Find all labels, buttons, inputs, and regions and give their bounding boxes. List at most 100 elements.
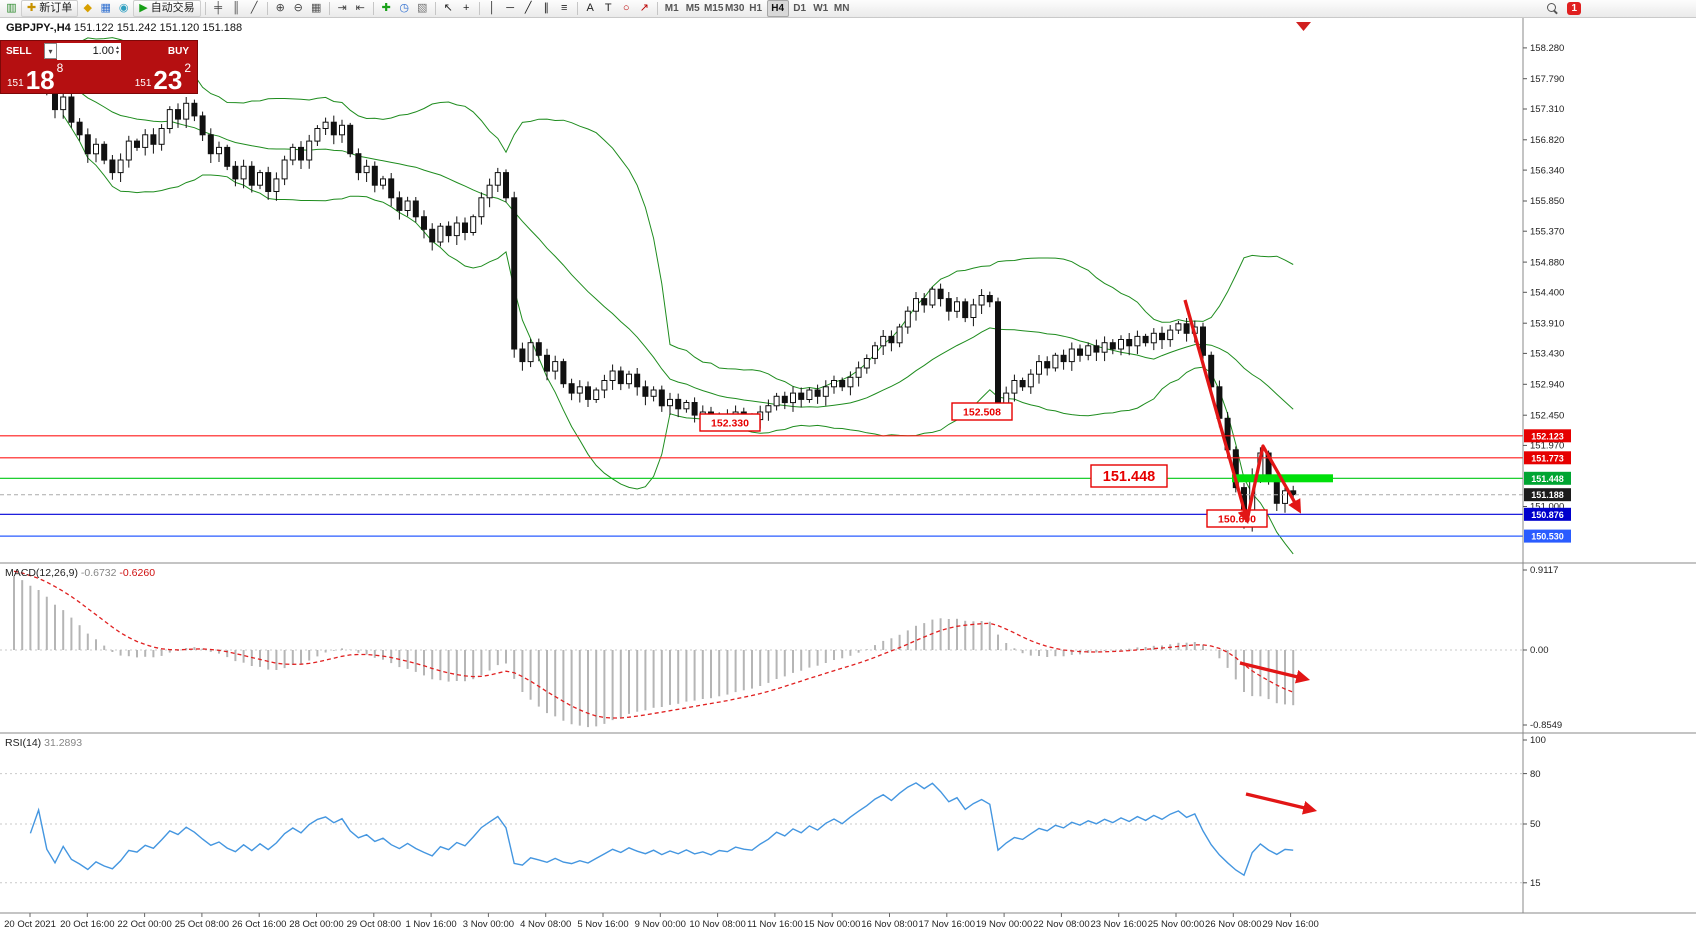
ohlc-bars-icon[interactable]: ╪	[210, 1, 227, 16]
cursor-icon: ↖	[443, 2, 453, 14]
new-order-button[interactable]: ✚ 新订单	[21, 0, 79, 17]
profiles-icon[interactable]: ◆	[79, 1, 96, 16]
zoom-out-icon: ⊖	[293, 2, 303, 14]
chart-shift-icon[interactable]: ⇤	[352, 1, 369, 16]
buy-price-prefix: 151	[134, 78, 152, 89]
price-axis[interactable]: 158.280 157.790 157.310 156.820 156.340 155.8…	[1523, 43, 1571, 543]
one-click-trading-panel: SELL ▾ 1.00 ▴ ▾ BUY 151 18 8 151 23 2	[0, 40, 198, 94]
svg-text:0.00: 0.00	[1530, 645, 1549, 656]
buy-label[interactable]: BUY	[167, 45, 189, 57]
candlestick-icon[interactable]: ║	[228, 1, 245, 16]
horizontal-level-lines[interactable]	[0, 435, 1523, 537]
svg-text:158.280: 158.280	[1530, 43, 1564, 54]
fibonacci-icon[interactable]: ≡	[556, 1, 573, 16]
tile-windows-icon: ▦	[310, 2, 322, 14]
timeframe-d1[interactable]: D1	[793, 3, 807, 14]
text-icon: A	[586, 2, 594, 14]
indicators-add-icon[interactable]: ✚	[378, 1, 395, 16]
candlesticks	[11, 52, 1297, 532]
rsi-name: RSI(14)	[5, 737, 42, 749]
zoom-out-icon[interactable]: ⊖	[290, 1, 307, 16]
vline-icon: │	[488, 2, 496, 14]
line-chart-icon[interactable]: ╱	[246, 1, 263, 16]
market-watch-icon: ▦	[100, 2, 111, 14]
timeframe-m1[interactable]: M1	[664, 3, 679, 14]
notification-badge[interactable]: 1	[1567, 2, 1581, 15]
timeframe-m30[interactable]: M30	[724, 3, 745, 14]
svg-text:151.773: 151.773	[1531, 453, 1564, 463]
svg-text:9 Nov 00:00: 9 Nov 00:00	[635, 919, 686, 930]
svg-text:156.340: 156.340	[1530, 165, 1564, 176]
svg-text:157.790: 157.790	[1530, 74, 1564, 85]
svg-text:10 Nov 08:00: 10 Nov 08:00	[689, 919, 746, 930]
volume-spinner[interactable]: ▴ ▾	[115, 45, 119, 56]
tile-windows-icon[interactable]: ▦	[308, 1, 325, 16]
trend-arrows[interactable]	[1183, 299, 1318, 815]
periods-icon[interactable]: ◷	[396, 1, 413, 16]
toolbar-separator	[656, 2, 658, 15]
svg-text:151.188: 151.188	[1531, 490, 1564, 500]
timeframe-m5[interactable]: M5	[685, 3, 700, 14]
trade-menu-dropdown[interactable]: ▾	[44, 43, 57, 59]
data-window-icon[interactable]: ◉	[115, 1, 132, 16]
svg-text:29 Oct 08:00: 29 Oct 08:00	[347, 919, 401, 930]
timeframe-m15[interactable]: M15	[703, 3, 724, 14]
svg-text:150.690: 150.690	[1218, 514, 1256, 526]
svg-text:151.000: 151.000	[1530, 502, 1564, 513]
new-chart-icon[interactable]: ▥	[3, 1, 20, 16]
price-callouts[interactable]: 152.330 152.508 151.448 150.690	[699, 402, 1268, 528]
timeframe-h4[interactable]: H4	[766, 0, 789, 17]
chart-shift-marker[interactable]	[1296, 22, 1311, 31]
search-icon[interactable]	[1547, 2, 1559, 15]
timeframe-mn[interactable]: MN	[833, 3, 850, 14]
candlestick-icon: ║	[232, 2, 241, 14]
chart-window: 158.280 157.790 157.310 156.820 156.340 155.8…	[0, 18, 1696, 936]
svg-text:17 Nov 16:00: 17 Nov 16:00	[919, 919, 976, 930]
macd-indicator-label: MACD(12,26,9) -0.6732 -0.6260	[5, 567, 155, 579]
price-chart-canvas[interactable]: 158.280 157.790 157.310 156.820 156.340 155.8…	[0, 18, 1696, 936]
hline-icon: ─	[506, 2, 515, 14]
svg-text:25 Oct 08:00: 25 Oct 08:00	[175, 919, 229, 930]
market-watch-icon[interactable]: ▦	[97, 1, 114, 16]
buy-button[interactable]: 151 23 2	[132, 61, 194, 93]
svg-text:152.940: 152.940	[1530, 380, 1564, 391]
zoom-in-icon[interactable]: ⊕	[272, 1, 289, 16]
svg-text:20 Oct 2021: 20 Oct 2021	[4, 919, 56, 930]
svg-text:26 Nov 08:00: 26 Nov 08:00	[1205, 919, 1262, 930]
label-icon[interactable]: T	[600, 1, 617, 16]
svg-text:11 Nov 16:00: 11 Nov 16:00	[747, 919, 803, 930]
line-chart-icon: ╱	[250, 2, 258, 14]
zoom-in-icon: ⊕	[275, 2, 285, 14]
svg-text:50: 50	[1530, 819, 1541, 830]
svg-text:-0.8549: -0.8549	[1530, 720, 1562, 731]
sell-label[interactable]: SELL	[6, 45, 32, 57]
volume-input[interactable]: 1.00 ▴ ▾	[57, 42, 121, 60]
trendline-icon: ╱	[524, 2, 532, 14]
shapes-icon[interactable]: ○	[618, 1, 635, 16]
crosshair-icon[interactable]: +	[458, 1, 475, 16]
time-axis[interactable]: 20 Oct 2021 20 Oct 16:00 22 Oct 00:00 25 Oc…	[4, 913, 1319, 930]
svg-text:5 Nov 16:00: 5 Nov 16:00	[577, 919, 628, 930]
svg-text:152.123: 152.123	[1531, 431, 1564, 441]
arrows-tool-icon[interactable]: ↗	[636, 1, 653, 16]
svg-text:155.370: 155.370	[1530, 226, 1564, 237]
templates-icon[interactable]: ▧	[414, 1, 431, 16]
toolbar-separator	[372, 2, 374, 15]
channel-icon[interactable]: ∥	[538, 1, 555, 16]
timeframe-w1[interactable]: W1	[813, 3, 829, 14]
timeframe-h1[interactable]: H1	[749, 3, 763, 14]
cursor-icon[interactable]: ↖	[440, 1, 457, 16]
text-icon[interactable]: A	[582, 1, 599, 16]
autotrading-button[interactable]: ▶ 自动交易	[133, 0, 201, 17]
auto-scroll-icon[interactable]: ⇥	[334, 1, 351, 16]
vline-icon[interactable]: │	[484, 1, 501, 16]
data-window-icon: ◉	[118, 2, 129, 14]
chart-shift-icon: ⇤	[355, 2, 365, 14]
hline-icon[interactable]: ─	[502, 1, 519, 16]
svg-text:4 Nov 08:00: 4 Nov 08:00	[520, 919, 571, 930]
svg-text:154.880: 154.880	[1530, 257, 1564, 268]
sell-button[interactable]: 151 18 8	[4, 61, 66, 93]
trendline-icon[interactable]: ╱	[520, 1, 537, 16]
sell-price-big: 18	[25, 65, 55, 95]
svg-text:150.876: 150.876	[1531, 510, 1564, 520]
